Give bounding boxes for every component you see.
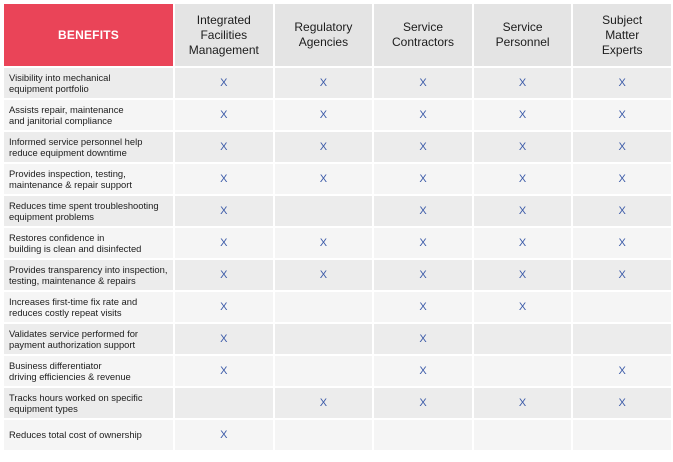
column-header-service-contractors: Service Contractors	[374, 4, 472, 66]
table-row: Provides transparency into inspection, t…	[4, 260, 671, 290]
check-mark-cell: X	[175, 164, 273, 194]
check-mark-cell: X	[473, 196, 572, 226]
benefit-label: Visibility into mechanical equipment por…	[4, 68, 174, 98]
benefit-label: Validates service performed for payment …	[4, 324, 174, 354]
table-row: Tracks hours worked on specific equipmen…	[4, 388, 671, 418]
table-row: Assists repair, maintenance and janitori…	[4, 100, 671, 130]
check-mark-cell: X	[473, 164, 572, 194]
check-mark-cell	[274, 292, 373, 322]
table-row: Reduces total cost of ownership X	[4, 420, 671, 450]
column-header-regulatory-agencies: Regulatory Agencies	[274, 4, 373, 66]
check-mark-cell: X	[175, 292, 273, 322]
check-mark-cell: X	[374, 228, 472, 258]
benefit-label: Tracks hours worked on specific equipmen…	[4, 388, 174, 418]
check-mark-cell: X	[573, 196, 671, 226]
check-mark-cell: X	[175, 260, 273, 290]
check-mark-cell: X	[573, 164, 671, 194]
check-mark-cell: X	[175, 100, 273, 130]
benefit-label: Reduces time spent troubleshooting equip…	[4, 196, 174, 226]
check-mark-cell: X	[473, 292, 572, 322]
check-mark-cell: X	[175, 324, 273, 354]
benefit-label: Restores confidence in building is clean…	[4, 228, 174, 258]
check-mark-cell	[573, 292, 671, 322]
benefit-label: Provides transparency into inspection, t…	[4, 260, 174, 290]
check-mark-cell: X	[374, 388, 472, 418]
check-mark-cell: X	[175, 196, 273, 226]
check-mark-cell: X	[573, 388, 671, 418]
column-header-label: Integrated Facilities Management	[188, 12, 259, 57]
table-row: Informed service personnel help reduce e…	[4, 132, 671, 162]
check-mark-cell: X	[573, 260, 671, 290]
table-row: Business differentiator driving efficien…	[4, 356, 671, 386]
column-header-label: Subject Matter Experts	[601, 12, 643, 57]
check-mark-cell: X	[274, 228, 373, 258]
check-mark-cell: X	[473, 388, 572, 418]
check-mark-cell: X	[473, 260, 572, 290]
check-mark-cell	[274, 356, 373, 386]
check-mark-cell	[473, 324, 572, 354]
check-mark-cell: X	[473, 132, 572, 162]
benefit-label: Business differentiator driving efficien…	[4, 356, 174, 386]
check-mark-cell: X	[374, 260, 472, 290]
check-mark-cell	[374, 420, 472, 450]
check-mark-cell: X	[274, 388, 373, 418]
check-mark-cell	[274, 196, 373, 226]
check-mark-cell: X	[175, 132, 273, 162]
check-mark-cell: X	[573, 68, 671, 98]
check-mark-cell	[473, 420, 572, 450]
check-mark-cell: X	[374, 100, 472, 130]
header-row: BENEFITS Integrated Facilities Managemen…	[4, 4, 671, 66]
table-row: Reduces time spent troubleshooting equip…	[4, 196, 671, 226]
column-header-label: Regulatory Agencies	[294, 20, 353, 49]
benefit-label: Informed service personnel help reduce e…	[4, 132, 174, 162]
check-mark-cell	[274, 420, 373, 450]
check-mark-cell: X	[374, 324, 472, 354]
column-header-service-personnel: Service Personnel	[473, 4, 572, 66]
benefit-label: Provides inspection, testing, maintenanc…	[4, 164, 174, 194]
check-mark-cell: X	[573, 228, 671, 258]
check-mark-cell: X	[175, 228, 273, 258]
table-row: Visibility into mechanical equipment por…	[4, 68, 671, 98]
check-mark-cell: X	[274, 68, 373, 98]
check-mark-cell: X	[374, 164, 472, 194]
check-mark-cell	[573, 324, 671, 354]
benefit-label: Assists repair, maintenance and janitori…	[4, 100, 174, 130]
check-mark-cell: X	[274, 100, 373, 130]
check-mark-cell	[573, 420, 671, 450]
check-mark-cell	[274, 324, 373, 354]
check-mark-cell: X	[573, 132, 671, 162]
table-row: Increases first-time fix rate and reduce…	[4, 292, 671, 322]
check-mark-cell: X	[274, 132, 373, 162]
check-mark-cell: X	[175, 68, 273, 98]
check-mark-cell: X	[175, 420, 273, 450]
check-mark-cell: X	[573, 356, 671, 386]
benefits-matrix-table: BENEFITS Integrated Facilities Managemen…	[2, 2, 673, 452]
check-mark-cell	[175, 388, 273, 418]
benefits-column-header: BENEFITS	[4, 4, 174, 66]
benefit-label: Reduces total cost of ownership	[4, 420, 174, 450]
table-row: Restores confidence in building is clean…	[4, 228, 671, 258]
check-mark-cell: X	[274, 260, 373, 290]
table-row: Validates service performed for payment …	[4, 324, 671, 354]
column-header-label: Service Contractors	[391, 20, 455, 49]
check-mark-cell: X	[274, 164, 373, 194]
benefit-label: Increases first-time fix rate and reduce…	[4, 292, 174, 322]
check-mark-cell: X	[473, 228, 572, 258]
check-mark-cell: X	[175, 356, 273, 386]
check-mark-cell	[473, 356, 572, 386]
table-row: Provides inspection, testing, maintenanc…	[4, 164, 671, 194]
check-mark-cell: X	[473, 100, 572, 130]
check-mark-cell: X	[374, 292, 472, 322]
column-header-integrated-facilities-management: Integrated Facilities Management	[175, 4, 273, 66]
check-mark-cell: X	[573, 100, 671, 130]
column-header-label: Service Personnel	[495, 20, 550, 49]
column-header-subject-matter-experts: Subject Matter Experts	[573, 4, 671, 66]
check-mark-cell: X	[473, 68, 572, 98]
check-mark-cell: X	[374, 196, 472, 226]
check-mark-cell: X	[374, 68, 472, 98]
check-mark-cell: X	[374, 356, 472, 386]
check-mark-cell: X	[374, 132, 472, 162]
